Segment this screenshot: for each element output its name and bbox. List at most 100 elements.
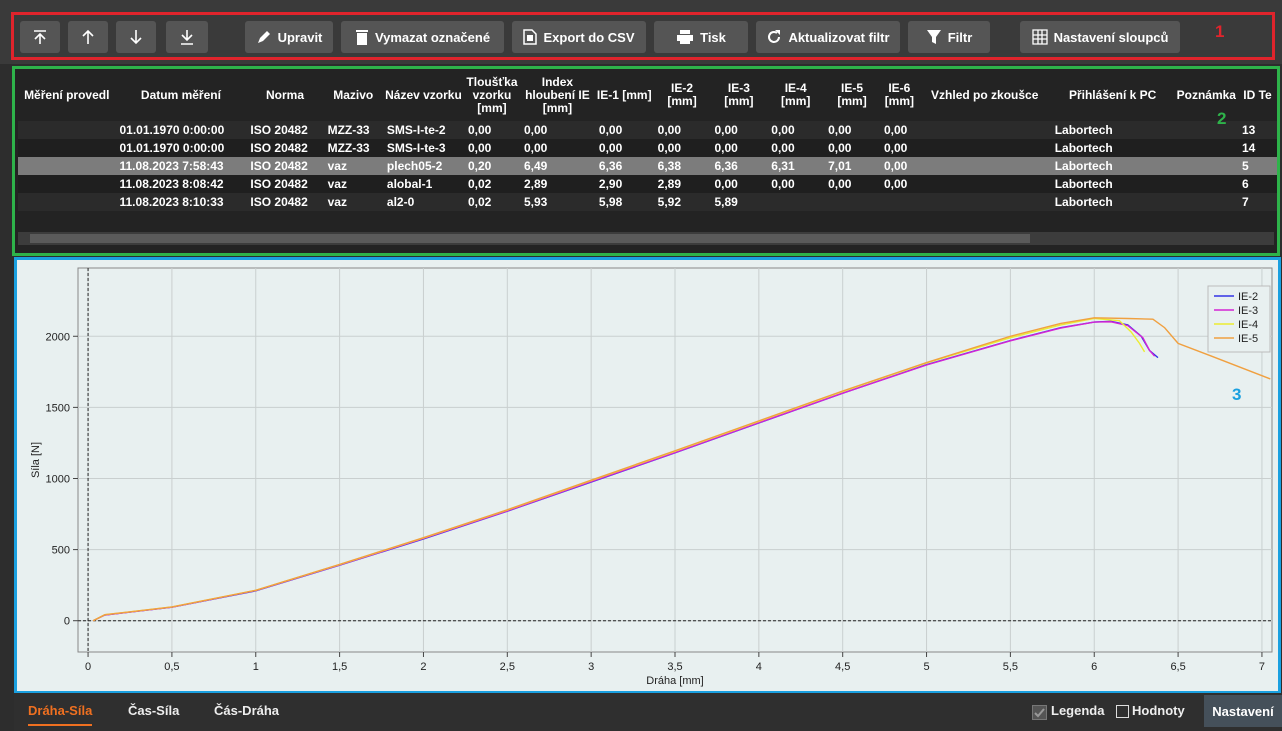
x-tick-label: 6 — [1091, 661, 1097, 673]
y-tick-label: 2000 — [46, 331, 70, 343]
table-cell: 6,31 — [771, 159, 795, 173]
move-up-button[interactable] — [68, 21, 108, 53]
table-cell: 6 — [1241, 177, 1249, 191]
column-header: Vzhled po zkoušce — [931, 87, 1039, 102]
table-cell: 7 — [1241, 195, 1249, 209]
table-cell: 5,92 — [657, 195, 681, 209]
x-tick-label: 4 — [756, 661, 762, 673]
move-bottom-button[interactable] — [166, 21, 208, 53]
refresh-filter-button[interactable]: Aktualizovat filtr — [756, 21, 900, 53]
table-cell — [880, 193, 919, 211]
column-header: IE-3 [mm] — [724, 81, 754, 108]
table-cell: 11.08.2023 8:08:42 — [119, 177, 224, 191]
chart-tab[interactable]: Čas-Síla — [128, 703, 180, 718]
button-label: Export do CSV — [543, 29, 635, 45]
y-tick-label: 0 — [64, 616, 70, 628]
legend-checkbox[interactable] — [1032, 705, 1047, 720]
edit-button[interactable]: Upravit — [245, 21, 333, 53]
column-header: IE-4 [mm] — [781, 81, 811, 108]
table-cell: 0,00 — [468, 141, 492, 155]
table-cell — [1175, 121, 1238, 139]
button-label: Upravit — [277, 29, 323, 45]
table-cell: vaz — [327, 177, 347, 191]
y-tick-label: 1500 — [46, 402, 70, 414]
table-cell: Labortech — [1054, 177, 1113, 191]
horizontal-scrollbar[interactable] — [18, 232, 1274, 245]
y-axis-label: Síla [N] — [30, 442, 42, 478]
table-cell: 0,02 — [468, 177, 492, 191]
table-cell: 0,00 — [714, 141, 738, 155]
button-label: Tisk — [700, 29, 726, 45]
y-tick-label: 1000 — [46, 473, 70, 485]
y-tick-label: 500 — [52, 545, 70, 557]
table-cell: 0,00 — [771, 123, 795, 137]
column-header: Přihlášení k PC — [1068, 87, 1157, 102]
x-axis-label: Dráha [mm] — [646, 675, 703, 687]
table-cell: 0,00 — [828, 141, 852, 155]
column-header: IE-5 [mm] — [837, 81, 867, 108]
table-cell: 01.01.1970 0:00:00 — [119, 123, 225, 137]
table-cell — [919, 121, 1051, 139]
table-cell: 2,89 — [657, 177, 681, 191]
x-tick-label: 3,5 — [667, 661, 682, 673]
table-cell: vaz — [327, 159, 347, 173]
table-cell — [18, 175, 116, 193]
table-cell — [1175, 139, 1238, 157]
table-cell: 0,00 — [828, 177, 852, 191]
column-header: Název vzorku — [385, 87, 462, 102]
table-cell: 5,89 — [714, 195, 738, 209]
column-header: Datum měření — [140, 87, 221, 102]
table-cell: 7,01 — [828, 159, 852, 173]
table-cell: 6,49 — [523, 159, 548, 173]
button-label: Filtr — [947, 29, 973, 45]
x-tick-label: 2,5 — [500, 661, 515, 673]
table-cell — [919, 193, 1051, 211]
chart-tab[interactable]: Čás-Dráha — [214, 703, 280, 718]
settings-button[interactable]: Nastavení — [1204, 695, 1282, 727]
move-top-button[interactable] — [20, 21, 60, 53]
table-cell: SMS-I-te-3 — [386, 141, 446, 155]
annotation: 2 — [1217, 109, 1227, 128]
table-cell: 2,90 — [598, 177, 623, 191]
chart-tab[interactable]: Dráha-Síla — [28, 703, 93, 726]
table-cell: 6,36 — [714, 159, 738, 173]
table-cell: 6,36 — [598, 159, 623, 173]
legend-box — [1207, 285, 1271, 353]
column-header: Norma — [265, 87, 304, 102]
table-row: 11.08.2023 7:58:43 ISO 20482 vaz plech05-2 0… — [18, 157, 1277, 175]
column-header: IE-6 [mm] — [884, 81, 915, 108]
table-row: 01.01.1970 0:00:00 ISO 20482 MZZ-33 SMS-I-t… — [18, 121, 1277, 139]
button-label: Vymazat označené — [374, 29, 491, 45]
values-checkbox[interactable] — [1116, 705, 1129, 718]
print-button[interactable]: Tisk — [654, 21, 748, 53]
table-cell — [18, 193, 116, 211]
x-tick-label: 5 — [923, 661, 929, 673]
column-header: Index hloubení IE [mm] — [525, 74, 590, 115]
move-down-button[interactable] — [116, 21, 156, 53]
x-tick-label: 1 — [253, 661, 259, 673]
legend-label: IE-4 — [1238, 319, 1258, 331]
button-label: Aktualizovat filtr — [788, 29, 890, 45]
data-line — [92, 317, 1271, 622]
table-cell — [767, 193, 824, 211]
table-cell: Labortech — [1054, 159, 1113, 173]
delete-button[interactable]: Vymazat označené — [341, 21, 504, 53]
column-header: Měření provedl — [24, 87, 110, 102]
table-cell: ISO 20482 — [250, 177, 308, 191]
filter-button[interactable]: Filtr — [908, 21, 990, 53]
table-cell: 01.01.1970 0:00:00 — [119, 141, 225, 155]
table-cell: 0,02 — [468, 195, 492, 209]
x-tick-label: 7 — [1259, 661, 1265, 673]
export-button[interactable]: Export do CSV — [512, 21, 646, 53]
table-cell: plech05-2 — [386, 159, 443, 173]
column-header: Mazivo — [333, 87, 374, 102]
table-cell: 0,00 — [523, 123, 548, 137]
table-cell — [18, 157, 116, 175]
table-cell: 0,00 — [714, 123, 738, 137]
x-tick-label: 2 — [420, 661, 426, 673]
table-cell — [824, 193, 880, 211]
table-cell: 0,00 — [828, 123, 852, 137]
table-cell: 5 — [1241, 159, 1249, 173]
columns-button[interactable]: Nastavení sloupců — [1020, 21, 1180, 53]
